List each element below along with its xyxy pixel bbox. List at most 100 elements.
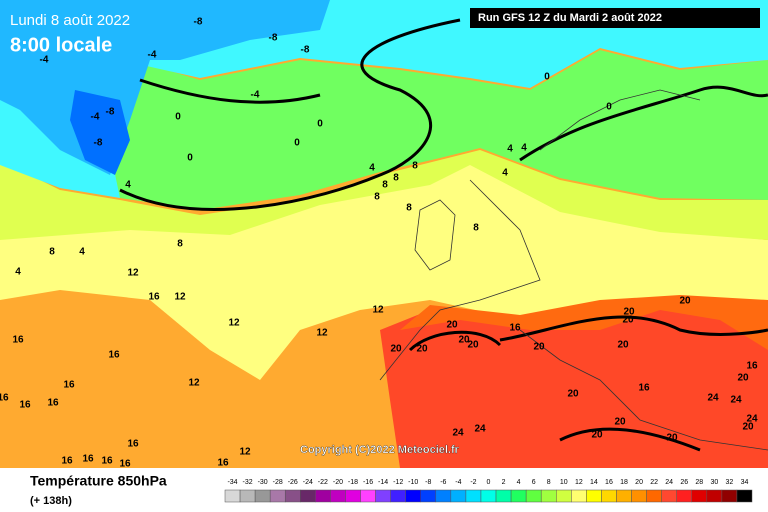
legend-label: 16 (605, 479, 613, 486)
contour-label: 16 (19, 400, 31, 411)
legend-swatch (706, 489, 723, 503)
legend-swatch (450, 489, 467, 503)
contour-label: 16 (108, 350, 120, 361)
legend-label: 22 (650, 479, 658, 486)
legend-label: -30 (258, 479, 268, 486)
red-zone (380, 300, 768, 468)
contour-label: -4 (251, 90, 260, 101)
legend-label: -12 (393, 479, 403, 486)
contour-label: 0 (317, 119, 323, 130)
legend-label: -10 (408, 479, 418, 486)
contour (119, 18, 461, 211)
contour-label: 8 (406, 203, 412, 214)
legend-label: 10 (560, 479, 568, 486)
coastline (379, 179, 541, 381)
legend-label: -22 (318, 479, 328, 486)
contour-label: 20 (416, 344, 428, 355)
contour-label: 16 (217, 458, 229, 469)
contour-label: 12 (228, 318, 240, 329)
contour-label: 8 (473, 223, 479, 234)
legend-label: -34 (227, 479, 237, 486)
contour-label: 4 (79, 247, 85, 258)
lime-zone (0, 150, 768, 240)
contour-label: 20 (591, 430, 603, 441)
legend-swatch (284, 489, 301, 503)
legend-swatch (495, 489, 512, 503)
legend-swatch (631, 489, 647, 503)
legend-label: -28 (273, 479, 283, 486)
contour-lines (119, 18, 768, 452)
contour-label: 20 (737, 373, 749, 384)
legend-label: 32 (726, 479, 734, 486)
legend-label: 28 (695, 479, 703, 486)
legend-swatch (405, 489, 421, 503)
contour-label: 20 (533, 342, 545, 353)
run-label: Run GFS 12 Z du Mardi 2 août 2022 (478, 12, 662, 24)
legend-swatch (510, 489, 527, 503)
legend-label: -4 (455, 479, 461, 486)
contour (139, 78, 321, 104)
darkblue-zone (70, 90, 130, 175)
contour-label: 20 (614, 417, 626, 428)
contour-label: 20 (458, 335, 470, 346)
contour (408, 330, 502, 352)
legend-label: -14 (378, 479, 388, 486)
coastline (519, 329, 768, 451)
contour-label: 24 (452, 428, 464, 439)
coastline (414, 199, 456, 271)
contour-label: 4 (521, 143, 527, 154)
contour-label: -8 (301, 45, 310, 56)
contour-label: 16 (148, 292, 160, 303)
contour-label: 4 (369, 163, 375, 174)
legend-swatch (269, 489, 286, 503)
contour-label: 0 (175, 112, 181, 123)
contour-label: 16 (63, 380, 75, 391)
legend-label: -16 (363, 479, 373, 486)
contour-label: 4 (125, 180, 131, 191)
legend-swatch (646, 489, 662, 503)
contour-label: 12 (174, 292, 186, 303)
contour-label: 20 (446, 320, 458, 331)
legend-swatch (480, 489, 497, 503)
green-zone (100, 50, 768, 210)
legend: -34 -32 -30 -28 -26 -24 -22 -20 -18 -16 -14 -12 -10-… (224, 479, 753, 503)
legend-label: -32 (243, 479, 253, 486)
legend-label: -6 (440, 479, 446, 486)
legend-label: 26 (680, 479, 688, 486)
legend-swatch (300, 489, 316, 503)
contour-label: 4 (15, 267, 21, 278)
contour-label: 20 (679, 296, 691, 307)
legend-swatch (420, 489, 437, 503)
contour-label: 24 (474, 424, 486, 435)
legend-label: 30 (710, 479, 718, 486)
time-label: 8:00 locale (10, 34, 112, 56)
legend-swatch (224, 489, 241, 503)
contour-label: 20 (390, 344, 402, 355)
contour-label: 20 (467, 340, 479, 351)
contour-label: 16 (12, 335, 24, 346)
contour-label: 16 (638, 383, 650, 394)
legend-swatch (691, 489, 708, 503)
contour-label: 20 (666, 433, 678, 444)
contour-label: 4 (502, 168, 508, 179)
contour (499, 315, 768, 342)
contour-label: 20 (567, 389, 579, 400)
coastlines (379, 89, 768, 451)
legend-swatch (390, 489, 406, 503)
legend-label: 34 (741, 479, 749, 486)
date-label: Lundi 8 août 2022 (10, 12, 130, 29)
legend-swatch (601, 489, 617, 503)
legend-swatch (345, 489, 361, 503)
contour-label: 0 (544, 72, 550, 83)
legend-swatch (360, 489, 376, 503)
contour-label: -8 (194, 17, 203, 28)
contour-label: 4 (507, 144, 513, 155)
contour-label: 24 (746, 414, 758, 425)
coastline (539, 89, 701, 151)
contour-label: 16 (0, 393, 9, 404)
legend-swatch (736, 489, 753, 503)
legend-label: 18 (620, 479, 628, 486)
contour-label: 20 (623, 307, 635, 318)
contour-label: 8 (412, 161, 418, 172)
